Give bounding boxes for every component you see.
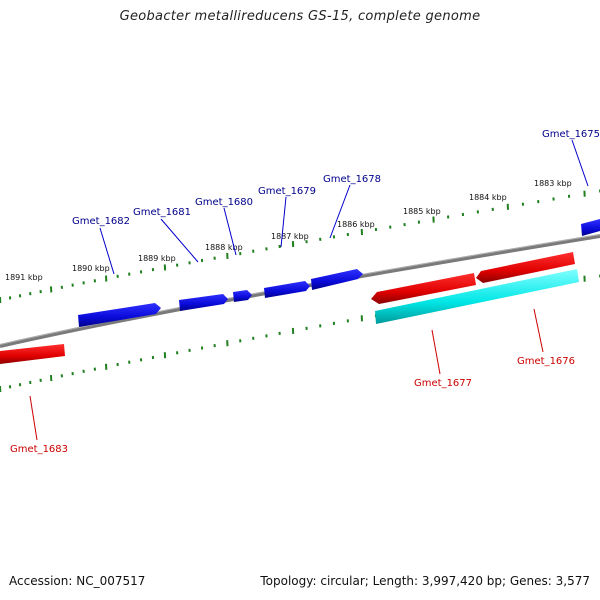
gene-label-gmet-1683[interactable]: Gmet_1683 xyxy=(10,444,68,455)
gene-label-gmet-1678[interactable]: Gmet_1678 xyxy=(323,174,381,185)
scale-tick-label: 1889 kbp xyxy=(138,254,176,263)
callout-line xyxy=(223,207,237,256)
callout-line xyxy=(99,227,115,275)
gene-gmet-1678[interactable] xyxy=(311,269,363,290)
callout-line xyxy=(29,395,38,441)
scale-tick-label: 1885 kbp xyxy=(403,207,441,216)
scale-tick-label: 1891 kbp xyxy=(5,273,43,282)
gene-gmet-1676[interactable] xyxy=(476,252,575,283)
callout-line xyxy=(571,139,589,187)
callout-line xyxy=(431,329,441,375)
gene-gmet-1675[interactable] xyxy=(581,219,600,236)
gene-gmet-1680[interactable] xyxy=(233,290,252,302)
outer-scale-ticks xyxy=(0,189,600,304)
forward-gene-features xyxy=(78,219,600,327)
scale-tick-label: 1887 kbp xyxy=(271,232,309,241)
scale-tick-label: 1883 kbp xyxy=(534,179,572,188)
gene-gmet-1683[interactable] xyxy=(0,344,65,364)
gene-gmet-1679[interactable] xyxy=(264,281,310,298)
gene-label-gmet-1675[interactable]: Gmet_1675 xyxy=(542,129,600,140)
gene-label-gmet-1680[interactable]: Gmet_1680 xyxy=(195,197,253,208)
gene-label-gmet-1681[interactable]: Gmet_1681 xyxy=(133,207,191,218)
gene-label-gmet-1679[interactable]: Gmet_1679 xyxy=(258,186,316,197)
scale-tick-label: 1884 kbp xyxy=(469,193,507,202)
scale-tick-label: 1890 kbp xyxy=(72,264,110,273)
map-title: Geobacter metallireducens GS-15, complet… xyxy=(119,9,481,24)
callout-line xyxy=(329,184,351,239)
reverse-annotation-band xyxy=(375,269,579,324)
callout-line xyxy=(533,308,544,353)
gene-label-gmet-1677[interactable]: Gmet_1677 xyxy=(414,378,472,389)
callout-line xyxy=(280,196,287,248)
gene-gmet-1682[interactable] xyxy=(78,303,161,327)
scale-tick-label: 1888 kbp xyxy=(205,243,243,252)
callout-line xyxy=(160,218,199,263)
reverse-gene-features xyxy=(0,252,579,364)
accession-text: Accession: NC_007517 xyxy=(9,574,146,588)
gene-gmet-1681[interactable] xyxy=(179,294,228,311)
gene-gmet-1677[interactable] xyxy=(371,273,476,304)
scale-tick-label: 1886 kbp xyxy=(337,220,375,229)
gene-label-gmet-1682[interactable]: Gmet_1682 xyxy=(72,216,130,227)
genome-summary-text: Topology: circular; Length: 3,997,420 bp… xyxy=(260,574,590,588)
gene-label-gmet-1676[interactable]: Gmet_1676 xyxy=(517,356,575,367)
